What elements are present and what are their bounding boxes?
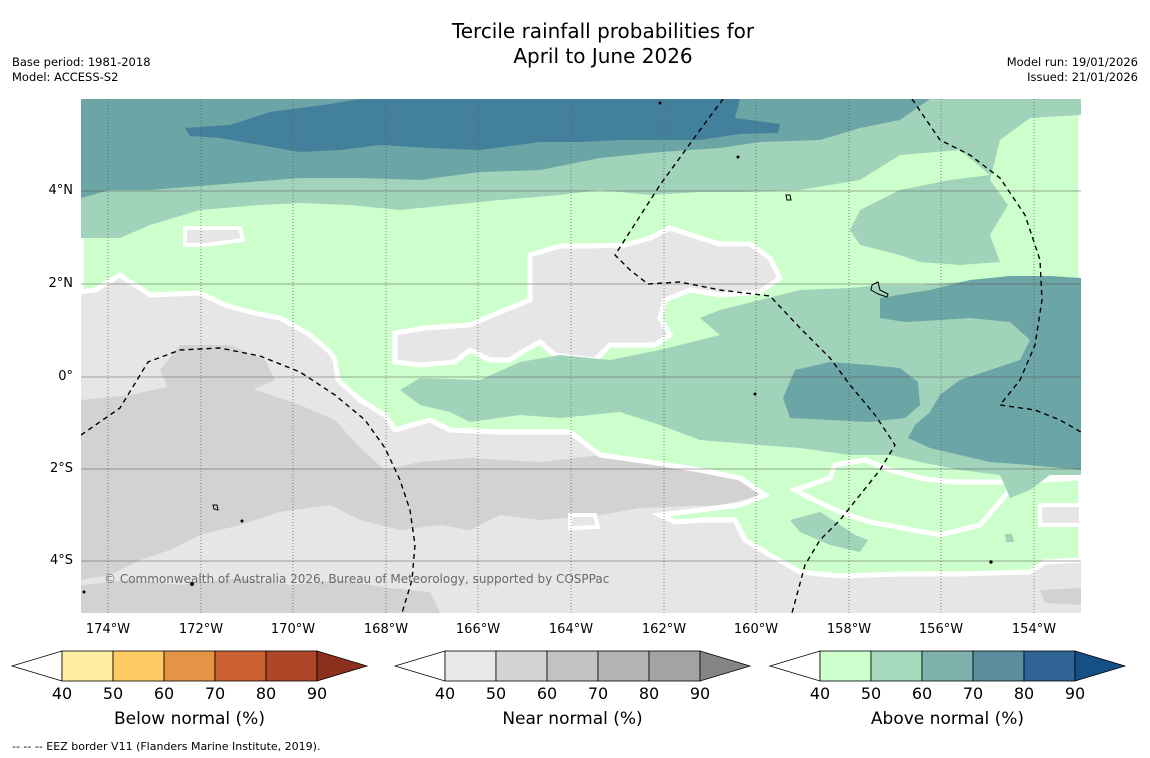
colorbar-tick-label: 80	[255, 684, 277, 703]
colorbar-tick-label: 60	[911, 684, 933, 703]
colorbar-under-arrow	[768, 650, 821, 682]
near-normal-50-region	[1040, 588, 1081, 605]
colorbar-tick-label: 40	[51, 684, 73, 703]
colorbar-tick-label: 80	[1013, 684, 1035, 703]
eez-footnote: -- -- -- EEZ border V11 (Flanders Marine…	[12, 740, 321, 753]
graticule	[81, 99, 1081, 613]
map-title-line2: April to June 2026	[513, 44, 693, 68]
near-normal-50-region	[160, 345, 275, 400]
colorbar-tick-label: 40	[434, 684, 456, 703]
lon-tick-label: 170°W	[270, 622, 316, 637]
near-normal-50-region	[205, 460, 255, 488]
near-normal-40-region	[1038, 503, 1081, 527]
colorbar-swatch	[163, 650, 216, 682]
lon-tick-label: 158°W	[826, 622, 872, 637]
colorbar-swatch	[1023, 650, 1076, 682]
above-normal-60-region	[783, 362, 920, 422]
near-normal-50-region	[81, 382, 765, 580]
lon-tick-label: 166°W	[455, 622, 501, 637]
lon-tick-label: 162°W	[641, 622, 687, 637]
lat-tick-label: 4°N	[48, 183, 74, 198]
colorbar-swatch	[870, 650, 923, 682]
colorbar-tick-label: 70	[204, 684, 226, 703]
colorbar-swatch	[61, 650, 114, 682]
model-run: Model run: 19/01/2026	[1006, 55, 1138, 69]
colorbar-swatch	[819, 650, 872, 682]
lat-tick-label: 2°S	[49, 461, 73, 476]
lat-tick-label: 4°S	[49, 553, 73, 568]
colorbar-swatch	[972, 650, 1025, 682]
colorbar-tick-label: 90	[1064, 684, 1086, 703]
colorbar-swatch	[112, 650, 165, 682]
near-normal-50-region	[81, 578, 440, 613]
colorbar-over-arrow	[316, 650, 369, 682]
above-normal-50-region	[790, 512, 868, 552]
colorbar-tick-label: 80	[638, 684, 660, 703]
map-title-line1: Tercile rainfall probabilities for	[451, 19, 755, 43]
lat-tick-label: 2°N	[48, 276, 74, 291]
near-normal-40-region	[568, 513, 601, 531]
colorbar-tick-label: 60	[536, 684, 558, 703]
lon-tick-label: 168°W	[363, 622, 409, 637]
colorbar-swatch	[265, 650, 318, 682]
above-normal-70-region	[185, 99, 780, 152]
above-normal-60-region	[880, 276, 1081, 470]
lon-tick-label: 154°W	[1011, 622, 1057, 637]
colorbar-tick-label: 90	[306, 684, 328, 703]
colorbar-over-arrow	[1074, 650, 1127, 682]
colorbar-swatch	[495, 650, 548, 682]
lon-tick-label: 174°W	[85, 622, 131, 637]
rainfall-probability-map[interactable]	[81, 99, 1081, 613]
colorbar-under-arrow	[10, 650, 63, 682]
colorbar-tick-label: 50	[860, 684, 882, 703]
colorbar-swatch	[214, 650, 267, 682]
lon-tick-label: 172°W	[178, 622, 224, 637]
model-name: Model: ACCESS-S2	[12, 70, 119, 84]
colorbar-group	[10, 650, 1127, 682]
metadata-right: Model run: 19/01/2026 Issued: 21/01/2026	[1007, 55, 1138, 85]
colorbar-title: Above normal (%)	[870, 709, 1025, 729]
eez-border	[81, 99, 1081, 613]
colorbar-tick-label: 60	[153, 684, 175, 703]
colorbar-swatch	[597, 650, 650, 682]
near-normal-40-region	[183, 226, 246, 247]
issued-date: Issued: 21/01/2026	[1027, 70, 1138, 84]
lon-tick-label: 156°W	[918, 622, 964, 637]
colorbar-tick-label: 50	[102, 684, 124, 703]
colorbar-tick-label: 70	[587, 684, 609, 703]
copyright-notice: © Commonwealth of Australia 2026, Bureau…	[104, 572, 610, 586]
colorbar-title: Near normal (%)	[502, 709, 643, 729]
colorbar-tick-label: 50	[485, 684, 507, 703]
metadata-left: Base period: 1981-2018 Model: ACCESS-S2	[12, 55, 151, 85]
colorbar-under-arrow	[393, 650, 446, 682]
above-normal-50-region	[1005, 534, 1014, 542]
island-outlines	[82, 101, 993, 594]
colorbar-swatch	[444, 650, 497, 682]
colorbar-title: Below normal (%)	[114, 709, 265, 729]
colorbar-swatch	[546, 650, 599, 682]
colorbar-tick-label: 70	[962, 684, 984, 703]
base-period: Base period: 1981-2018	[12, 55, 151, 69]
colorbar-tick-label: 90	[689, 684, 711, 703]
lon-tick-label: 160°W	[733, 622, 779, 637]
near-normal-40-region	[392, 225, 784, 368]
colorbar-swatch	[648, 650, 701, 682]
colorbar-tick-label: 40	[809, 684, 831, 703]
lon-tick-label: 164°W	[548, 622, 594, 637]
colorbar-over-arrow	[699, 650, 752, 682]
map-title: Tercile rainfall probabilities for April…	[375, 19, 831, 69]
lat-tick-label: 0°	[58, 369, 73, 384]
colorbar-swatch	[921, 650, 974, 682]
